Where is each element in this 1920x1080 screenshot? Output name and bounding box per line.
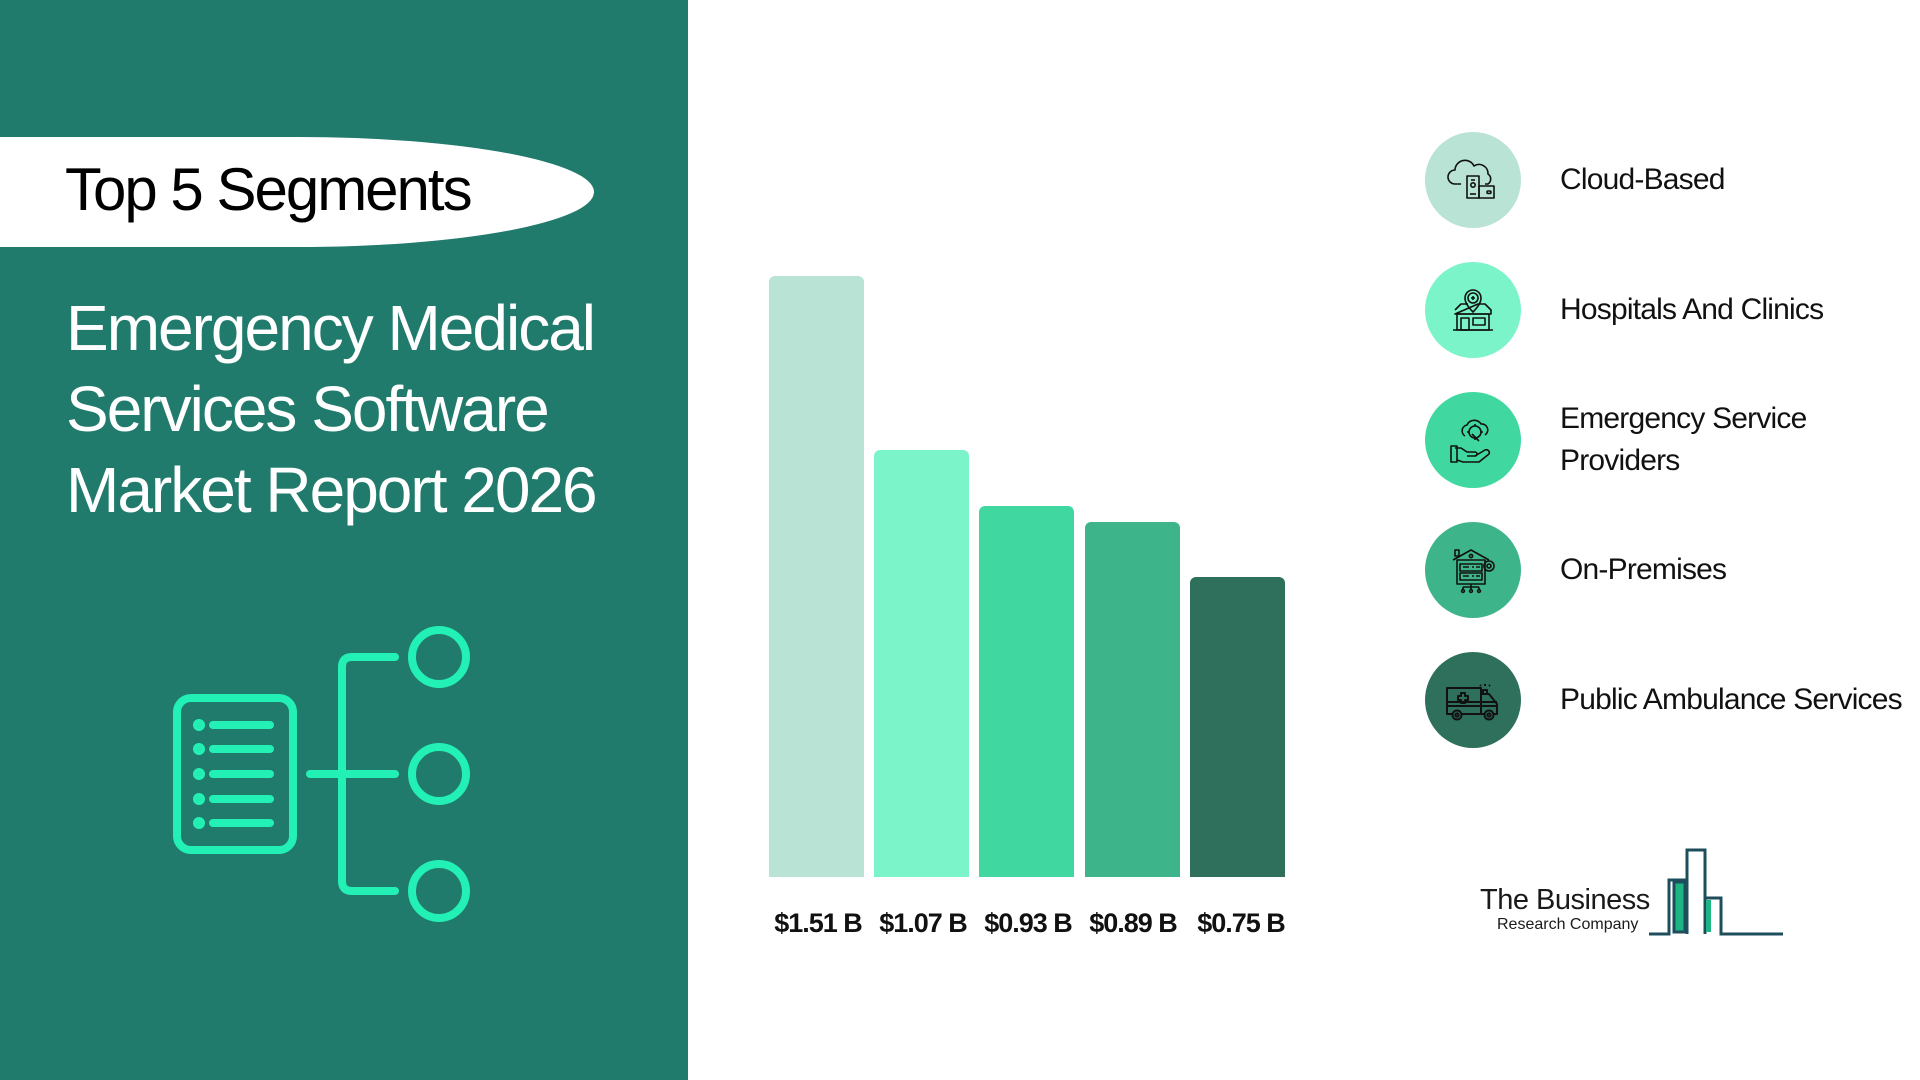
- banner-label: Top 5 Segments: [65, 156, 473, 223]
- legend-swatch: [1425, 392, 1521, 488]
- legend-label: Cloud-Based: [1560, 163, 1725, 196]
- legend-swatch: [1425, 652, 1521, 748]
- logo-line-2: Research Company: [1497, 916, 1639, 933]
- legend-item-cloud-based: Cloud-Based: [1425, 132, 1905, 228]
- hand-service-gear-icon: [1450, 419, 1491, 463]
- bar-value-label: $0.89 B: [1089, 908, 1178, 938]
- legend-label: On-Premises: [1560, 553, 1727, 586]
- legend-label: Public Ambulance Services: [1560, 683, 1903, 716]
- legend-label: Hospitals And Clinics: [1560, 293, 1824, 326]
- legend-item-public-ambulance-services: Public Ambulance Services: [1425, 652, 1905, 748]
- left-panel: Top 5 Segments Emergency Medical Service…: [0, 0, 688, 1080]
- bar-emergency-service-providers[interactable]: [979, 506, 1074, 877]
- bar-public-ambulance-services[interactable]: [1190, 577, 1285, 877]
- legend-swatch: [1425, 132, 1521, 228]
- bar-value-label: $1.51 B: [774, 908, 863, 938]
- title-banner: [0, 137, 594, 247]
- legend-item-on-premises: On-Premises: [1425, 522, 1905, 618]
- legend-swatch: [1425, 522, 1521, 618]
- legend-item-emergency-service-providers: Emergency Service Providers: [1425, 392, 1905, 488]
- hospital-location-icon: [1453, 289, 1493, 331]
- report-title: Emergency Medical Services Software Mark…: [66, 288, 666, 531]
- bar-on-premises[interactable]: [1085, 522, 1180, 877]
- segmentation-diagram-icon: [170, 620, 480, 930]
- legend-swatch: [1425, 262, 1521, 358]
- report-title-line-1: Emergency Medical: [66, 292, 596, 364]
- on-premises-server-icon: [1452, 549, 1495, 594]
- company-logo: The Business Research Company: [1475, 840, 1795, 940]
- bar-cloud-based[interactable]: [769, 276, 864, 877]
- legend-item-hospitals-and-clinics: Hospitals And Clinics: [1425, 262, 1905, 358]
- bar-value-label: $0.75 B: [1197, 908, 1286, 938]
- ambulance-icon: [1446, 684, 1498, 721]
- report-title-line-3: Market Report 2026: [66, 454, 598, 526]
- bar-value-label: $1.07 B: [879, 908, 968, 938]
- legend-label: Emergency Service Providers: [1560, 402, 1807, 477]
- bar-value-label: $0.93 B: [984, 908, 1073, 938]
- logo-line-1: The Business: [1480, 884, 1650, 916]
- cloud-server-icon: [1447, 159, 1495, 199]
- report-title-line-2: Services Software: [66, 373, 550, 445]
- bar-hospitals-and-clinics[interactable]: [874, 450, 969, 877]
